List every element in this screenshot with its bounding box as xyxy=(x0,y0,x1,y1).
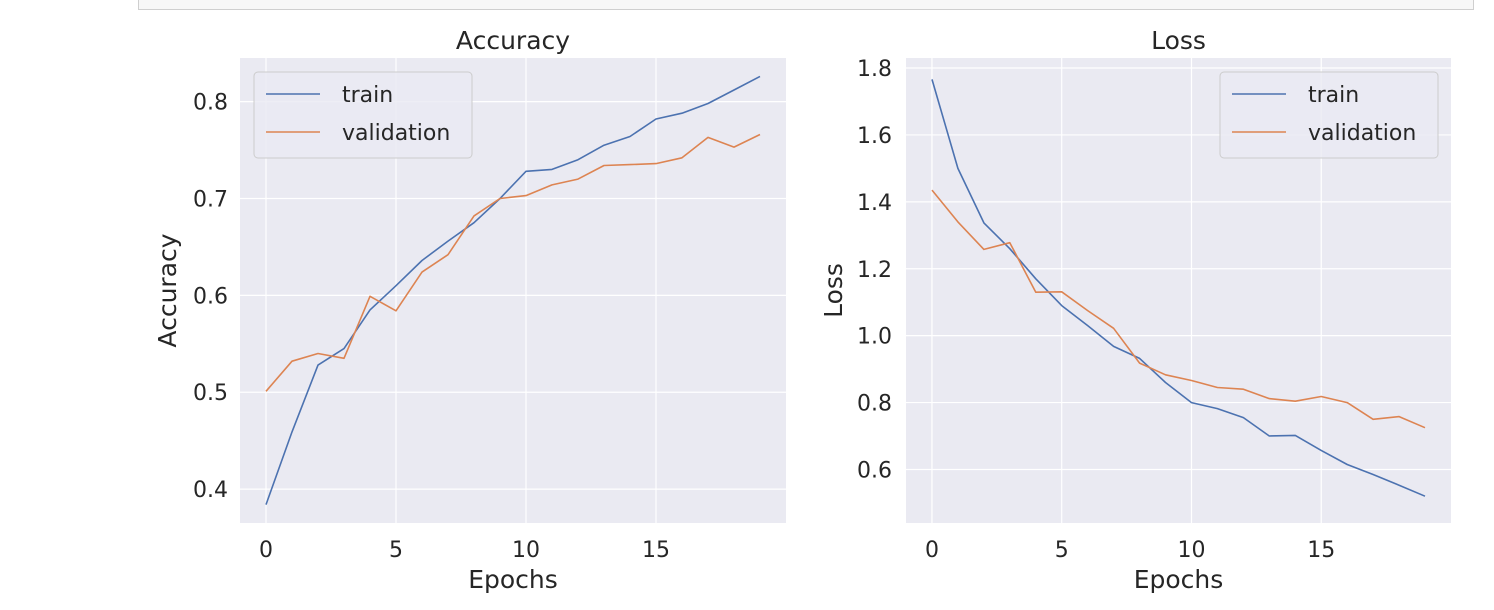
legend-label-train: train xyxy=(342,83,393,108)
legend-label-train: train xyxy=(1308,83,1359,108)
x-tick-label: 0 xyxy=(259,538,273,563)
y-tick-label: 1.4 xyxy=(857,191,892,216)
notebook-cell-box xyxy=(138,0,1474,10)
x-tick-label: 10 xyxy=(512,538,540,563)
x-tick-label: 10 xyxy=(1177,538,1205,563)
y-axis-label: Accuracy xyxy=(153,233,182,347)
y-tick-label: 0.7 xyxy=(193,187,228,212)
series-line-train xyxy=(265,75,761,505)
x-axis-label: Epochs xyxy=(1134,565,1224,594)
y-axis-label: Loss xyxy=(819,263,848,318)
chart-title: Loss xyxy=(1151,26,1206,55)
series-line-validation xyxy=(931,189,1426,429)
y-tick-label: 0.8 xyxy=(193,91,228,116)
series-line-train xyxy=(931,79,1426,497)
y-tick-label: 0.5 xyxy=(193,381,228,406)
y-tick-label: 0.6 xyxy=(857,458,892,483)
legend-label-validation: validation xyxy=(342,121,450,146)
legend-label-validation: validation xyxy=(1308,121,1416,146)
y-tick-label: 0.8 xyxy=(857,392,892,417)
x-tick-label: 15 xyxy=(1307,538,1335,563)
y-tick-label: 1.8 xyxy=(857,57,892,82)
chart-title: Accuracy xyxy=(456,26,570,55)
series-line-validation xyxy=(265,133,761,392)
y-tick-label: 1.0 xyxy=(857,325,892,350)
y-tick-label: 1.6 xyxy=(857,124,892,149)
y-tick-label: 0.4 xyxy=(193,478,228,503)
loss-chart: 0 5 10 15 0.6 0.8 1.0 1.2 1.4 1.6 1.8 Loss Epochs Los… xyxy=(819,26,1451,594)
y-tick-label: 1.2 xyxy=(857,258,892,283)
x-tick-label: 15 xyxy=(642,538,670,563)
x-axis-label: Epochs xyxy=(468,565,558,594)
x-tick-label: 5 xyxy=(1055,538,1069,563)
y-tick-label: 0.6 xyxy=(193,284,228,309)
x-tick-label: 5 xyxy=(389,538,403,563)
accuracy-chart: 0 5 10 15 0.4 0.5 0.6 0.7 0.8 Accuracy Epochs Accur… xyxy=(153,26,786,594)
x-tick-label: 0 xyxy=(925,538,939,563)
